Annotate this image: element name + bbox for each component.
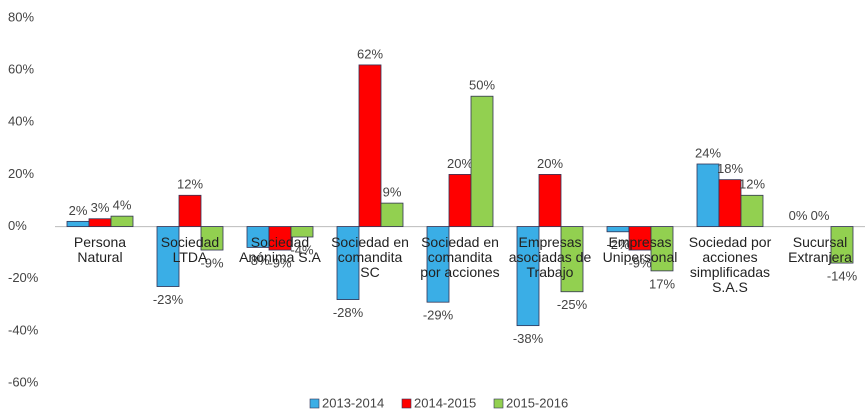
value-label: -29% <box>423 308 454 323</box>
bar <box>336 226 360 300</box>
y-tick-label: 0% <box>8 218 27 233</box>
bar <box>830 226 854 264</box>
bar <box>696 163 720 227</box>
legend-label: 2015-2016 <box>506 395 568 410</box>
bar <box>560 226 584 293</box>
bar <box>718 179 742 227</box>
y-tick-label: -40% <box>8 322 39 337</box>
legend-swatch <box>309 398 320 409</box>
value-label: -9% <box>200 255 224 270</box>
value-label: 2% <box>69 203 88 218</box>
value-label: -23% <box>153 292 184 307</box>
legend-swatch <box>493 398 504 409</box>
x-tick-label: Sociedad Anónima S.A <box>239 233 321 265</box>
x-tick-label: Sociedad en comandita por acciones <box>420 233 500 280</box>
x-tick-label: Empresas Unipersonal <box>602 233 678 265</box>
legend-label: 2013-2014 <box>322 395 384 410</box>
value-label: -4% <box>290 242 314 257</box>
bar <box>156 226 180 287</box>
value-label: 12% <box>739 177 765 192</box>
value-label: 18% <box>717 161 743 176</box>
value-label: 0% <box>789 208 808 223</box>
bar <box>538 174 562 227</box>
bar <box>268 226 292 251</box>
bar <box>448 174 472 227</box>
value-label: -8% <box>246 253 270 268</box>
value-label: -9% <box>628 255 652 270</box>
y-tick-label: -20% <box>8 270 39 285</box>
value-label: 4% <box>113 198 132 213</box>
value-label: 0% <box>811 208 830 223</box>
legend-label: 2014-2015 <box>414 395 476 410</box>
bar <box>606 226 630 233</box>
x-tick-label: Sociedad en comandita SC <box>331 233 409 280</box>
bar <box>380 202 404 227</box>
value-label: 50% <box>469 78 495 93</box>
value-label: -25% <box>557 297 588 312</box>
value-label: -14% <box>827 269 858 284</box>
x-tick-label: Sociedad por acciones simplificadas S.A.… <box>688 233 772 295</box>
value-label: 9% <box>383 185 402 200</box>
bar <box>66 220 90 227</box>
y-tick-label: 40% <box>8 114 34 129</box>
bar <box>200 226 224 251</box>
value-label: 12% <box>177 177 203 192</box>
y-tick-label: 80% <box>8 9 34 24</box>
bar <box>740 194 764 227</box>
bar <box>650 226 674 272</box>
value-label: -28% <box>333 305 364 320</box>
value-label: 17% <box>649 276 675 291</box>
value-label: 62% <box>357 46 383 61</box>
x-tick-label: Persona Natural <box>73 233 127 265</box>
value-label: 24% <box>695 145 721 160</box>
bar <box>470 95 494 227</box>
x-tick-label: Sociedad LTDA <box>160 233 220 265</box>
bar <box>426 226 450 303</box>
value-label: 3% <box>91 200 110 215</box>
y-tick-label: 60% <box>8 62 34 77</box>
bar <box>358 64 382 227</box>
bar <box>110 215 134 227</box>
y-tick-label: -60% <box>8 374 39 389</box>
bar <box>516 226 540 327</box>
value-label: -2% <box>606 237 630 252</box>
x-tick-label: Empresas asociadas de Trabajo <box>508 233 592 280</box>
x-tick-label: Sucursal Extranjera <box>788 233 852 265</box>
bar <box>290 226 314 238</box>
bar <box>178 194 202 227</box>
value-label: 20% <box>447 156 473 171</box>
value-label: -38% <box>513 331 544 346</box>
value-label: 20% <box>537 156 563 171</box>
y-tick-label: 20% <box>8 166 34 181</box>
legend-swatch <box>401 398 412 409</box>
value-label: -9% <box>268 255 292 270</box>
bar <box>88 218 112 227</box>
